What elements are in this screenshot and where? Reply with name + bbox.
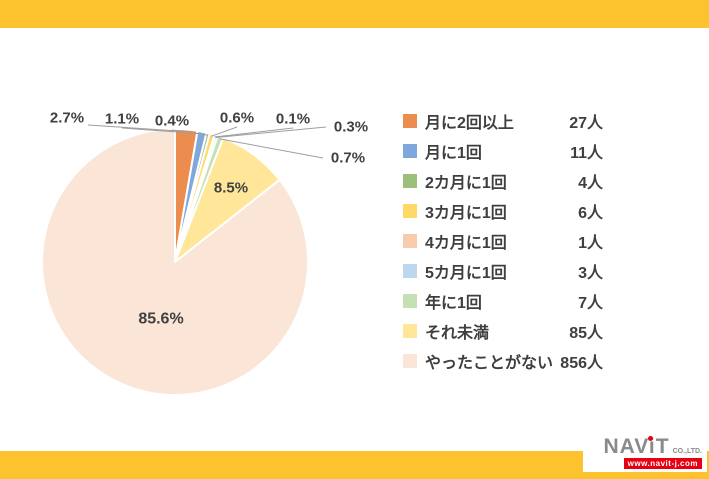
legend-count: 4人 <box>578 175 603 192</box>
legend-item-3: 3カ月に1回 6人 <box>403 196 603 226</box>
percent-label: 0.6% <box>220 110 254 127</box>
legend-swatch <box>403 294 417 308</box>
legend-item-4: 4カ月に1回 1人 <box>403 226 603 256</box>
leader-line-4 <box>214 127 294 138</box>
navit-logo-url: www.navit-j.com <box>623 458 702 469</box>
legend-swatch <box>403 324 417 338</box>
legend-swatch <box>403 174 417 188</box>
legend-item-8: やったことがない 856人 <box>403 346 603 376</box>
legend-label: 5カ月に1回 <box>425 265 507 282</box>
navit-logo-coltd: CO.,LTD. <box>672 448 702 455</box>
legend-count: 3人 <box>578 265 603 282</box>
legend-item-1: 月に1回 11人 <box>403 136 603 166</box>
legend-count: 11人 <box>570 145 603 162</box>
legend-label: 年に1回 <box>425 295 482 312</box>
legend-count: 1人 <box>578 235 603 252</box>
navit-logo: NAViT CO.,LTD. www.navit-j.com <box>583 434 707 472</box>
legend-label: 4カ月に1回 <box>425 235 507 252</box>
legend-label: 月に1回 <box>425 145 482 162</box>
legend-swatch <box>403 264 417 278</box>
legend-count: 27人 <box>569 115 603 132</box>
percent-label: 8.5% <box>214 180 248 197</box>
legend-label: やったことがない <box>425 355 554 372</box>
legend-count: 856人 <box>560 355 603 372</box>
legend-item-0: 月に2回以上 27人 <box>403 106 603 136</box>
percent-label: 0.7% <box>331 150 365 167</box>
legend-label: 2カ月に1回 <box>425 175 507 192</box>
legend-label: 3カ月に1回 <box>425 205 507 222</box>
legend-item-6: 年に1回 7人 <box>403 286 603 316</box>
chart-legend: 月に2回以上 27人月に1回 11人 2カ月に1回 4人 3カ月に1回 6人 4カ月に1回 1人… <box>403 106 603 376</box>
top-banner <box>0 0 709 28</box>
navit-logo-text: NAViT <box>603 435 670 458</box>
navit-logo-row: NAViT CO.,LTD. <box>591 436 702 457</box>
percent-label: 0.1% <box>276 111 310 128</box>
legend-count: 7人 <box>578 295 603 312</box>
leader-line-5 <box>215 126 327 138</box>
leader-line-6 <box>219 138 324 159</box>
legend-label: それ未満 <box>425 325 490 342</box>
legend-swatch <box>403 354 417 368</box>
legend-label: 月に2回以上 <box>425 115 514 132</box>
percent-label: 0.4% <box>155 113 189 130</box>
legend-item-5: 5カ月に1回 3人 <box>403 256 603 286</box>
legend-count: 6人 <box>578 205 603 222</box>
legend-swatch <box>403 114 417 128</box>
pie-chart: 2.7% 1.1% 0.4% 0.6% 0.1% 0.3% 0.7% 8.5% 85.6% <box>41 110 368 396</box>
leader-line-0 <box>87 124 187 132</box>
percent-label: 0.3% <box>334 119 368 136</box>
percent-label: 1.1% <box>105 111 139 128</box>
percent-label: 2.7% <box>50 110 84 127</box>
leader-line-3 <box>211 126 238 137</box>
legend-count: 85人 <box>569 325 603 342</box>
legend-swatch <box>403 204 417 218</box>
legend-item-2: 2カ月に1回 4人 <box>403 166 603 196</box>
legend-swatch <box>403 144 417 158</box>
logo-red-dot-icon <box>647 436 653 441</box>
leader-line-2 <box>171 129 208 136</box>
pie-slice-8 <box>41 128 310 396</box>
percent-label: 85.6% <box>138 311 183 328</box>
legend-item-7: それ未満 85人 <box>403 316 603 346</box>
legend-swatch <box>403 234 417 248</box>
